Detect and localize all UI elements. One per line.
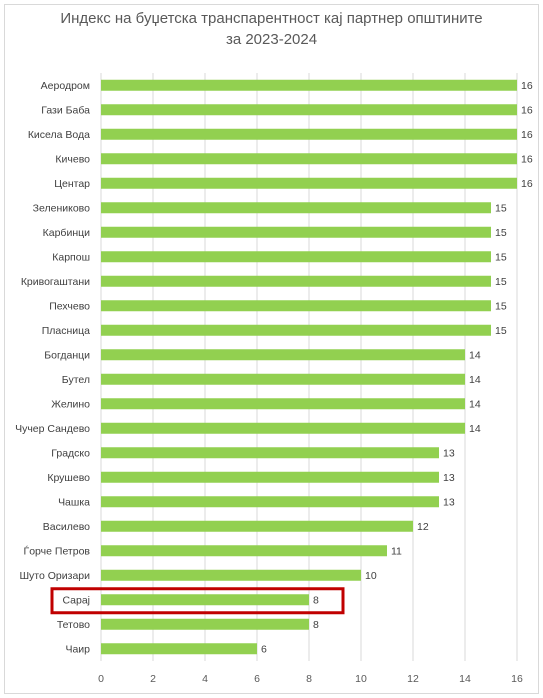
category-labels: Аеродром Гази Баба Кисела Вода Кичево Центар… [15,80,91,656]
value-labels: 16 16 16 16 16 15 15 15 15 15 15 14 14 14 14 13 13 13 12 11… [261,80,533,656]
category-label-21: Сарај [62,595,90,607]
category-label-18: Василево [43,521,90,533]
category-label-23: Чаир [65,644,90,656]
bar-9 [101,300,491,312]
value-label-1: 16 [521,105,533,117]
bar-1 [101,104,517,116]
bar-7 [101,251,491,263]
chart-title: Индекс на буџетска транспарентност кај п… [0,8,543,50]
value-label-5: 15 [495,203,507,215]
value-label-10: 15 [495,325,507,337]
x-tick-label-7: 14 [459,673,471,685]
value-label-23: 6 [261,644,267,656]
category-label-15: Градско [51,448,90,460]
category-label-0: Аеродром [41,80,90,92]
bar-13 [101,398,465,410]
chart-title-line-1: Индекс на буџетска транспарентност кај п… [60,10,483,27]
bar-22 [101,618,309,630]
category-label-14: Чучер Сандево [15,423,90,435]
bar-19 [101,545,387,557]
value-label-17: 13 [443,497,455,509]
category-label-16: Крушево [47,472,90,484]
value-label-7: 15 [495,252,507,264]
highlight [50,587,345,615]
value-label-21: 8 [313,595,319,607]
value-label-0: 16 [521,80,533,92]
bar-16 [101,471,439,483]
value-label-15: 13 [443,448,455,460]
bar-20 [101,569,361,581]
x-tick-label-6: 12 [407,673,419,685]
category-label-3: Кичево [55,154,90,166]
bar-8 [101,275,491,287]
category-label-8: Кривогаштани [21,276,90,288]
x-tick-label-3: 6 [254,673,260,685]
category-label-10: Пласница [42,325,90,337]
value-label-11: 14 [469,350,481,362]
bar-6 [101,226,491,238]
value-label-22: 8 [313,619,319,631]
category-label-20: Шуто Оризари [19,570,90,582]
category-label-19: Ѓорче Петров [24,545,91,558]
bar-3 [101,153,517,165]
bar-14 [101,422,465,434]
value-label-13: 14 [469,399,481,411]
x-tick-label-1: 2 [150,673,156,685]
x-tick-label-4: 8 [306,673,312,685]
gridlines [100,73,518,661]
category-label-11: Богданци [44,350,90,362]
bar-2 [101,128,517,140]
category-label-13: Желино [51,399,90,411]
category-label-7: Карпош [52,252,90,264]
bar-23 [101,643,257,655]
bar-17 [101,496,439,508]
x-tick-label-2: 4 [202,673,208,685]
x-tick-label-8: 16 [511,673,523,685]
value-label-19: 11 [391,546,402,558]
category-label-12: Бутел [62,374,90,386]
category-label-22: Тетово [57,619,90,631]
category-label-1: Гази Баба [41,105,90,117]
bar-11 [101,349,465,361]
value-label-16: 13 [443,472,455,484]
value-label-3: 16 [521,154,533,166]
value-label-12: 14 [469,374,481,386]
highlight-box [50,587,345,615]
value-label-4: 16 [521,178,533,190]
x-axis-ticks: 0 2 4 6 8 10 12 14 16 [98,673,523,685]
value-label-9: 15 [495,301,507,313]
bar-5 [101,202,491,214]
bars [101,79,517,655]
x-tick-label-5: 10 [355,673,367,685]
category-label-4: Центар [54,178,90,190]
value-label-8: 15 [495,276,507,288]
bar-4 [101,177,517,189]
x-tick-label-0: 0 [98,673,104,685]
value-label-6: 15 [495,227,507,239]
category-label-5: Зелениково [33,203,90,215]
category-label-6: Карбинци [43,227,90,239]
value-label-20: 10 [365,570,377,582]
bar-15 [101,447,439,459]
bar-21 [101,594,309,606]
bar-0 [101,79,517,91]
value-label-18: 12 [417,521,429,533]
bar-12 [101,373,465,385]
category-label-17: Чашка [58,497,90,509]
chart-title-line-2: за 2023-2024 [225,31,318,48]
bar-18 [101,520,413,532]
value-label-14: 14 [469,423,481,435]
category-label-9: Пехчево [49,301,90,313]
category-label-2: Кисела Вода [28,129,90,141]
value-label-2: 16 [521,129,533,141]
bar-10 [101,324,491,336]
